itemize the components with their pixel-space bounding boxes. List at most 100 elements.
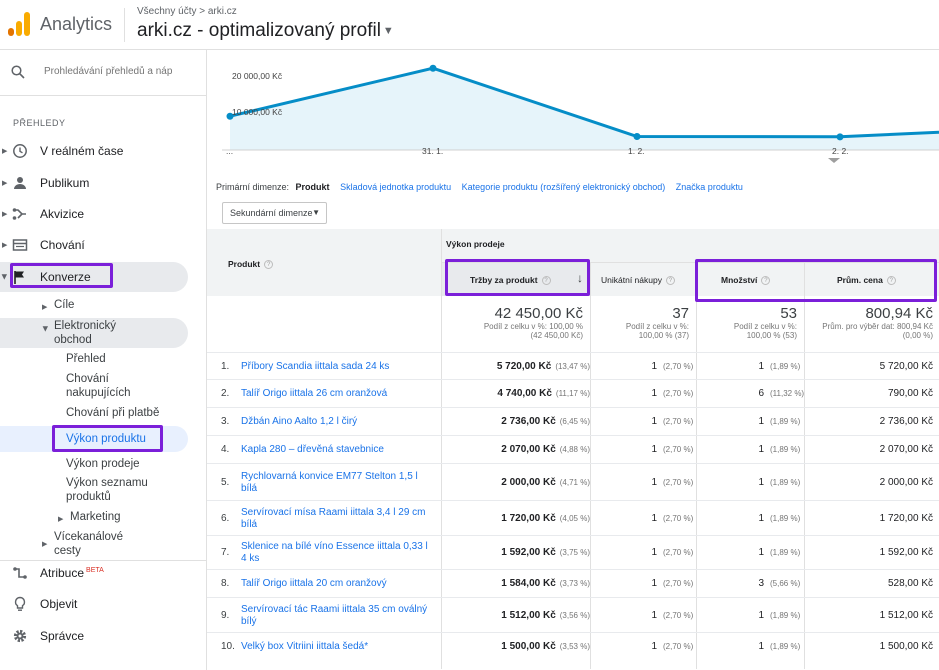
product-link[interactable]: Kapla 280 – dřevěná stavebnice — [241, 444, 384, 455]
product-link[interactable]: Servírovací tác Raami iittala 35 cm ovál… — [241, 604, 428, 627]
help-icon[interactable]: ? — [886, 276, 896, 286]
quantity-value: 3 — [758, 578, 764, 589]
breadcrumb[interactable]: Všechny účty > arki.cz — [137, 6, 237, 17]
help-icon[interactable]: ? — [264, 260, 274, 270]
column-divider — [590, 262, 591, 669]
product-link[interactable]: Servírovací mísa Raami iittala 3,4 l 29 … — [241, 507, 426, 530]
unique-value: 1 — [651, 578, 657, 589]
acquisition-icon — [12, 208, 26, 220]
product-link[interactable]: Velký box Vitriini iittala šedá* — [241, 641, 369, 652]
column-header-avg-price[interactable]: Prům. cena? — [837, 275, 896, 286]
row-number: 4. — [221, 444, 230, 455]
gear-icon — [13, 629, 27, 643]
sidebar-item-overview[interactable]: Přehled — [66, 353, 106, 365]
unique-purchases-cell: 1 (2,70 %) — [651, 513, 697, 524]
product-link[interactable]: Rychlovarná konvice EM77 Stelton 1,5 l b… — [241, 471, 418, 494]
sidebar-item-product-list-performance[interactable]: Výkon seznamu produktů — [66, 477, 148, 503]
avg-price-cell: 1 512,00 Kč — [879, 610, 933, 621]
dimension-brand-link[interactable]: Značka produktu — [675, 182, 743, 192]
data-point[interactable] — [429, 64, 437, 72]
column-header-product[interactable]: Produkt? — [228, 259, 274, 270]
primary-dimension-label: Primární dimenze: — [216, 182, 290, 192]
sidebar-item-multichannel[interactable]: ▶ Vícekanálové cesty — [42, 530, 144, 558]
column-divider — [696, 262, 697, 669]
highlight-box — [445, 259, 590, 296]
column-header-label: Množství — [721, 275, 758, 285]
unique-percent: (2,70 %) — [663, 514, 694, 523]
quantity-percent: (1,89 %) — [770, 362, 801, 371]
unique-value: 1 — [651, 361, 657, 372]
help-icon[interactable]: ? — [761, 276, 771, 286]
revenue-percent: (6,45 %) — [559, 417, 590, 426]
sidebar-item-sales-performance[interactable]: Výkon prodeje — [66, 458, 140, 470]
quantity-percent: (1,89 %) — [770, 478, 801, 487]
chevron-down-icon[interactable] — [828, 158, 840, 163]
row-number: 9. — [221, 610, 230, 621]
clock-icon — [13, 144, 27, 158]
revenue-value: 1 584,00 Kč — [501, 578, 556, 589]
table-row: 5. Rychlovarná konvice EM77 Stelton 1,5 l… — [207, 463, 939, 500]
active-subsection-bg — [0, 318, 188, 348]
sidebar-item-shopping-behavior[interactable]: Chování nakupujících — [66, 373, 131, 399]
column-header-quantity[interactable]: Množství? — [721, 275, 771, 286]
column-header-label: Tržby za produkt — [470, 275, 538, 285]
sidebar-item-text: Atribuce — [40, 566, 85, 580]
profile-selector[interactable]: arki.cz - optimalizovaný profil ▼ — [137, 20, 394, 42]
logo-bar — [24, 12, 30, 36]
x-tick-label: ... — [226, 146, 233, 156]
product-link[interactable]: Sklenice na bílé víno Essence iittala 0,… — [241, 541, 428, 564]
data-point[interactable] — [633, 132, 641, 140]
sidebar-item-marketing[interactable]: ▶ Marketing — [58, 510, 121, 524]
chevron-right-icon: ▶ — [2, 148, 8, 155]
total-note: 100,00 % (53) — [746, 331, 797, 340]
help-icon[interactable]: ? — [665, 276, 675, 286]
row-number: 5. — [221, 477, 230, 488]
dimension-sku-link[interactable]: Skladová jednotka produktu — [340, 182, 452, 192]
sidebar-item-label: Vícekanálové cesty — [54, 531, 124, 557]
sidebar-item-product-performance[interactable]: Výkon produktu — [66, 433, 146, 445]
product-link[interactable]: Talíř Origo iittala 26 cm oranžová — [241, 388, 388, 399]
secondary-dimension-dropdown[interactable]: Sekundární dimenze ▼ — [222, 202, 327, 224]
data-point[interactable] — [226, 112, 234, 120]
dimension-category-link[interactable]: Kategorie produktu (rozšířený elektronic… — [461, 182, 666, 192]
column-header-unique-purchases[interactable]: Unikátní nákupy? — [601, 275, 675, 286]
quantity-value: 1 — [758, 641, 764, 652]
revenue-value: 1 720,00 Kč — [501, 513, 556, 524]
unique-value: 1 — [651, 641, 657, 652]
unique-percent: (2,70 %) — [663, 611, 694, 620]
unique-value: 1 — [651, 416, 657, 427]
revenue-value: 2 736,00 Kč — [501, 416, 556, 427]
chart-area — [230, 68, 939, 150]
revenue-cell: 1 592,00 Kč (3,75 %) — [501, 547, 590, 558]
sidebar-item-goals[interactable]: ▶ Cíle — [42, 298, 75, 312]
sidebar-item-checkout-behavior[interactable]: Chování při platbě — [66, 407, 160, 419]
sort-descending-icon[interactable]: ↓ — [577, 271, 583, 285]
app-header: Analytics Všechny účty > arki.cz arki.cz… — [0, 0, 939, 50]
sidebar-item-ecommerce[interactable]: ▶ Elektronický obchod — [42, 319, 144, 347]
avg-price-cell: 2 000,00 Kč — [879, 477, 933, 488]
quantity-percent: (1,89 %) — [770, 611, 801, 620]
product-link[interactable]: Džbán Aino Aalto 1,2 l čirý — [241, 416, 358, 427]
behavior-icon — [12, 239, 28, 251]
highlight-box — [695, 259, 937, 302]
search-input[interactable] — [44, 66, 172, 77]
quantity-cell: 6 (11,32 %) — [758, 388, 804, 399]
highlight-box — [52, 425, 163, 452]
quantity-percent: (5,66 %) — [770, 579, 801, 588]
sidebar-item-label: Cíle — [54, 299, 75, 311]
chevron-down-icon: ▼ — [312, 208, 320, 217]
total-value: 800,94 Kč — [865, 305, 933, 322]
data-point[interactable] — [836, 133, 844, 141]
help-icon[interactable]: ? — [541, 276, 551, 286]
revenue-value: 1 500,00 Kč — [501, 641, 556, 652]
profile-name: arki.cz - optimalizovaný profil — [137, 20, 381, 41]
quantity-value: 1 — [758, 444, 764, 455]
product-link[interactable]: Talíř Origo iittala 20 cm oranžový — [241, 578, 387, 589]
product-link[interactable]: Příbory Scandia iittala sada 24 ks — [241, 361, 390, 372]
revenue-value: 2 070,00 Kč — [501, 444, 556, 455]
quantity-cell: 1 (1,89 %) — [758, 610, 804, 621]
analytics-logo[interactable] — [8, 12, 30, 36]
column-header-revenue[interactable]: Tržby za produkt? — [470, 275, 551, 286]
unique-percent: (2,70 %) — [663, 478, 694, 487]
sidebar-item-label: Objevit — [40, 597, 78, 611]
